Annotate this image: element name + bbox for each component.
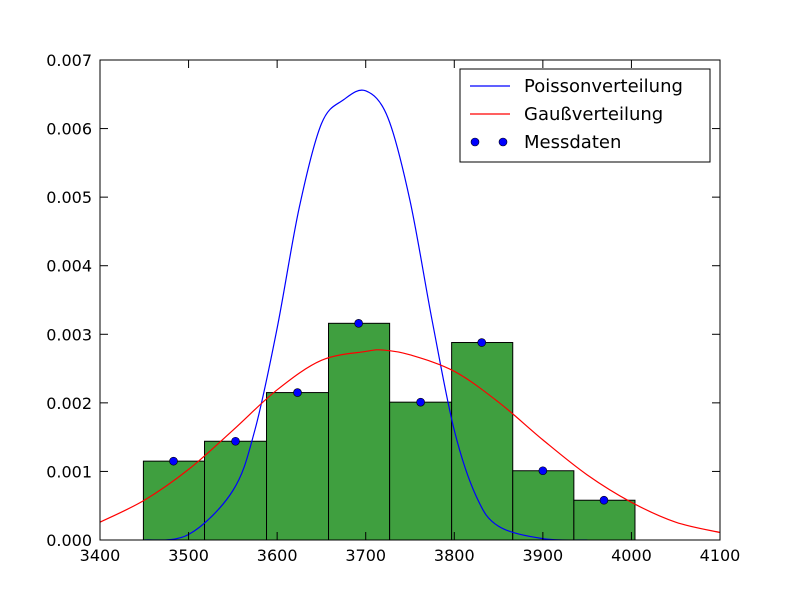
legend: Poissonverteilung Gaußverteilung Messdaten — [459, 68, 711, 163]
y-tick-label: 0.003 — [46, 325, 92, 344]
measurement-point — [169, 456, 178, 466]
y-tick-label: 0.007 — [46, 51, 92, 70]
measurement-point — [599, 495, 609, 505]
x-tick-label: 3800 — [434, 546, 475, 565]
y-tick-label: 0.006 — [46, 120, 92, 139]
histogram-bar — [573, 499, 636, 541]
y-tick-label: 0.005 — [46, 188, 92, 207]
histogram-bar — [389, 401, 453, 541]
measurement-point — [231, 436, 240, 446]
y-tick-label: 0.004 — [46, 257, 92, 276]
x-axis-ticks: 3400 3500 3600 3700 3800 3900 4000 4100 — [80, 60, 741, 565]
x-tick-label: 3500 — [168, 546, 209, 565]
legend-label: Messdaten — [524, 132, 621, 153]
measurement-point — [416, 397, 425, 407]
x-tick-label: 3600 — [257, 546, 298, 565]
y-tick-label: 0.001 — [46, 462, 92, 481]
gauss-line — [100, 349, 720, 534]
histogram-bar — [204, 440, 268, 541]
x-tick-label: 4000 — [611, 546, 652, 565]
measurement-point — [477, 338, 487, 347]
histogram-bar — [512, 470, 575, 541]
y-axis-ticks: 0.000 0.001 0.002 0.003 0.004 0.005 0.006 0.007 — [46, 51, 720, 550]
legend-label: Gaußverteilung — [524, 104, 663, 125]
legend-swatch-dot — [498, 137, 508, 147]
plot-frame — [99, 59, 721, 541]
y-tick-label: 0.002 — [46, 394, 92, 413]
histogram-bar — [328, 322, 391, 541]
measurement-point — [354, 319, 363, 328]
y-tick-label: 0.000 — [46, 531, 92, 550]
histogram-bar — [266, 392, 330, 541]
poisson-line — [144, 89, 588, 540]
distribution-lines — [100, 89, 720, 540]
legend-label: Poissonverteilung — [524, 76, 683, 97]
x-tick-label: 3400 — [80, 546, 121, 565]
legend-box — [459, 68, 711, 163]
histogram-bar — [142, 460, 206, 541]
legend-swatch-dot — [470, 137, 480, 147]
histogram-bars — [142, 322, 636, 541]
measurement-point — [538, 466, 548, 476]
x-tick-label: 4100 — [700, 546, 741, 565]
x-tick-label: 3900 — [522, 546, 563, 565]
measurement-points — [169, 319, 609, 505]
measurement-point — [293, 388, 302, 397]
histogram-bar — [451, 342, 514, 541]
x-tick-label: 3700 — [345, 546, 386, 565]
